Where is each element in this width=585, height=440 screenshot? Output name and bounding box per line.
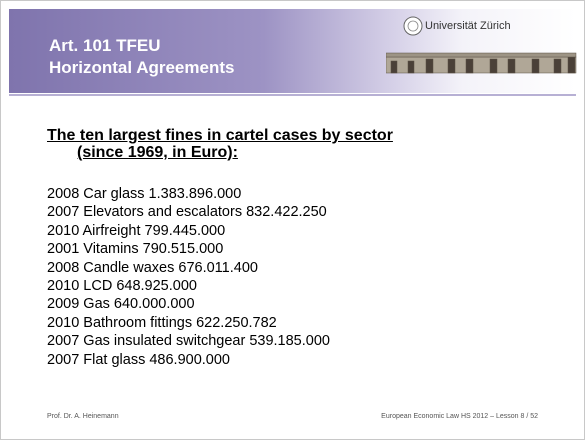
fine-item: 2001 Vitamins 790.515.000	[47, 240, 330, 258]
footer-author: Prof. Dr. A. Heinemann	[47, 413, 119, 420]
fine-item: 2010 LCD 648.925.000	[47, 277, 330, 295]
fine-item: 2008 Car glass 1.383.896.000	[47, 185, 330, 203]
logo-text: Universität Zürich	[425, 20, 511, 32]
fine-item: 2010 Airfreight 799.445.000	[47, 222, 330, 240]
fine-item: 2007 Elevators and escalators 832.422.25…	[47, 203, 330, 221]
fine-item: 2008 Candle waxes 676.011.400	[47, 259, 330, 277]
fine-item: 2010 Bathroom fittings 622.250.782	[47, 314, 330, 332]
header-rule	[9, 94, 576, 96]
fine-item: 2007 Flat glass 486.900.000	[47, 351, 330, 369]
title-line: Horizontal Agreements	[49, 58, 234, 78]
footer-course: European Economic Law HS 2012 – Lesson 8…	[381, 413, 538, 420]
slide: Art. 101 TFEU Horizontal Agreements Univ…	[0, 0, 585, 440]
title-line: Art. 101 TFEU	[49, 36, 160, 56]
heading-line: (since 1969, in Euro):	[47, 144, 393, 161]
fine-item: 2007 Gas insulated switchgear 539.185.00…	[47, 332, 330, 350]
heading-line: The ten largest fines in cartel cases by…	[47, 127, 393, 144]
fine-item: 2009 Gas 640.000.000	[47, 295, 330, 313]
heading: The ten largest fines in cartel cases by…	[47, 127, 393, 161]
